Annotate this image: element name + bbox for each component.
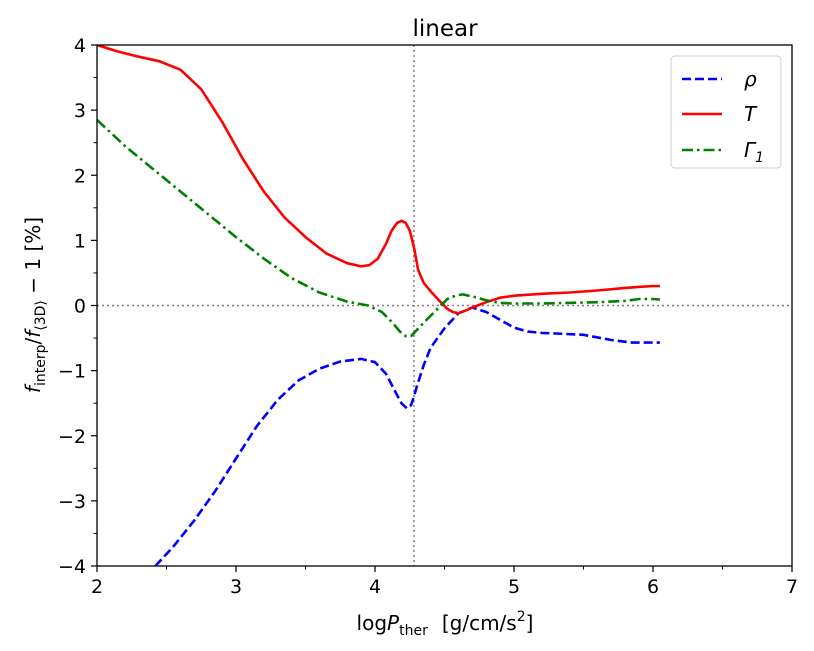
y-label-f1: f — [21, 383, 45, 393]
series-line-T — [97, 45, 660, 315]
x-tick-label: 6 — [647, 576, 659, 598]
x-label-log: log — [357, 611, 388, 635]
y-label-sub1: interp — [33, 344, 49, 386]
x-axis-label: logPther [g/cm/s2] — [357, 609, 534, 639]
series-layer — [97, 45, 661, 566]
legend: ρ T Γ1 — [670, 55, 782, 169]
y-tick-label: −3 — [58, 491, 86, 513]
legend-gamma-sub: 1 — [755, 150, 764, 166]
x-tick-label: 7 — [786, 576, 798, 598]
y-tick-label: 3 — [74, 100, 86, 122]
y-label-sub2: ⟨3D⟩ — [33, 300, 49, 331]
x-label-close: ] — [526, 611, 534, 635]
x-label-units: [g/cm/s — [442, 611, 517, 635]
legend-gamma: Γ — [744, 138, 757, 162]
x-label-var: P — [387, 611, 400, 635]
x-tick-label: 5 — [508, 576, 520, 598]
y-tick-label: 2 — [74, 165, 86, 187]
y-tick-label: −4 — [58, 556, 86, 578]
y-label-slash: / — [21, 338, 45, 345]
x-label-sup: 2 — [517, 609, 526, 625]
ticks-layer: 2 3 4 5 6 7 −4 −3 −2 −1 0 1 2 3 4 — [58, 35, 798, 598]
y-axis-label: finterp/f⟨3D⟩ − 1 [%] — [21, 217, 49, 393]
legend-box — [670, 55, 782, 169]
legend-label-T: T — [744, 102, 758, 126]
y-label-f2: f — [21, 328, 45, 338]
chart-title: linear — [412, 16, 478, 42]
y-tick-label: 4 — [74, 35, 86, 57]
x-tick-label: 2 — [91, 576, 103, 598]
y-tick-label: 1 — [74, 230, 86, 252]
reference-lines — [97, 45, 792, 566]
y-tick-label: −1 — [58, 361, 86, 383]
y-tick-label: 0 — [74, 296, 86, 318]
x-label-sub: ther — [399, 623, 428, 639]
series-line-rho — [154, 306, 660, 566]
legend-label-gamma1: Γ1 — [744, 138, 764, 166]
legend-label-rho: ρ — [744, 67, 757, 91]
series-line-gamma1 — [97, 118, 661, 338]
y-label-rest: − 1 [%] — [21, 217, 45, 300]
x-tick-label: 3 — [230, 576, 242, 598]
y-tick-label: −2 — [58, 426, 86, 448]
x-tick-label: 4 — [369, 576, 381, 598]
